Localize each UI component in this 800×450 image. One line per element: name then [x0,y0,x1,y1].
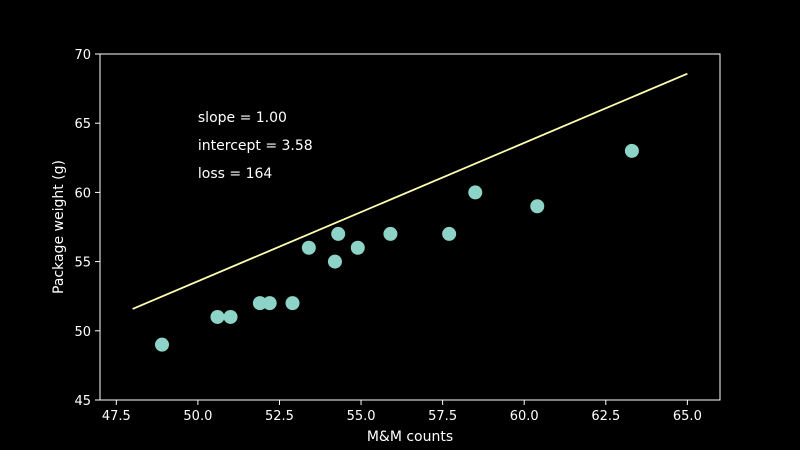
regression-line-group [132,72,688,310]
data-point [252,296,267,311]
x-axis-ticks: 47.5 50.0 52.5 55.0 57.5 60.0 62.5 65.0 [102,400,702,424]
regression-line [132,72,688,310]
annotations: slope = 1.00 intercept = 3.58 loss = 164 [198,110,313,182]
annotation-text: loss = 164 [198,166,272,182]
x-tick-label: 50.0 [183,409,212,424]
x-tick-label: 47.5 [102,409,131,424]
data-point [468,185,483,200]
data-point [301,240,316,255]
data-point [327,254,342,269]
data-point [442,226,457,241]
y-tick-label: 55 [74,256,91,271]
y-axis-label: Package weight (g) [51,160,67,294]
data-point [624,143,639,158]
data-point [285,296,300,311]
data-point [210,309,225,324]
plot-area [99,53,721,401]
x-tick-label: 52.5 [265,409,294,424]
data-point [530,199,545,214]
y-tick-label: 50 [74,325,91,340]
annotation-text: intercept = 3.58 [198,138,313,154]
x-tick-label: 55.0 [347,409,376,424]
annotation-text: slope = 1.00 [198,110,287,126]
x-tick-label: 57.5 [428,409,457,424]
data-point [331,226,346,241]
data-point [383,226,398,241]
scatter-points [155,143,639,352]
y-tick-label: 60 [74,186,91,201]
y-tick-label: 45 [74,394,91,409]
x-tick-label: 65.0 [673,409,702,424]
y-tick-label: 65 [74,117,91,132]
x-tick-label: 60.0 [510,409,539,424]
x-tick-label: 62.5 [591,409,620,424]
data-point [223,309,238,324]
x-axis-label: M&M counts [367,429,453,445]
data-point [155,337,169,352]
y-tick-label: 70 [74,48,91,63]
data-point [350,240,365,255]
y-axis-ticks: 45 50 55 60 65 70 [74,48,100,409]
data-point [262,296,277,311]
